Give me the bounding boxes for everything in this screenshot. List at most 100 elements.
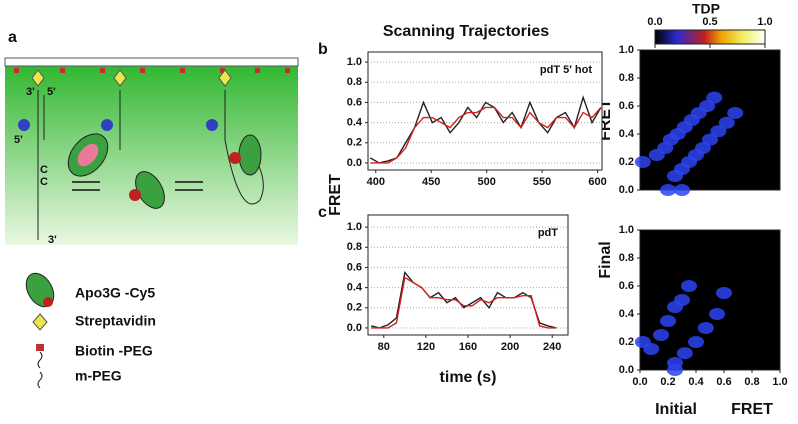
x-tick-label: 600 xyxy=(588,176,606,188)
x-tick-label: 120 xyxy=(417,341,435,353)
strand-label: 5' xyxy=(47,86,56,98)
y-tick-label: 1.0 xyxy=(347,56,362,68)
colorbar-tick-label: 0.0 xyxy=(647,16,662,28)
streptavidin xyxy=(31,69,45,87)
x-tick-label: 0.0 xyxy=(632,376,647,388)
x-tick-label: 0.6 xyxy=(716,376,731,388)
density-blob xyxy=(667,364,683,376)
legend-peg xyxy=(37,351,43,389)
y-tick-label: 0.8 xyxy=(347,241,362,253)
strand-label: C xyxy=(40,176,48,188)
equilibrium-arrows xyxy=(72,181,203,191)
legend-label: m-PEG xyxy=(75,368,122,384)
density-blob xyxy=(681,280,697,292)
x-tick-label: 0.8 xyxy=(744,376,759,388)
x-axis-label: time (s) xyxy=(440,369,497,386)
streptavidin xyxy=(218,69,232,87)
tdp-plot xyxy=(639,49,781,191)
density-blob xyxy=(674,294,690,306)
y-tick-label: 0.6 xyxy=(347,96,362,108)
panel-label: b xyxy=(318,41,328,58)
y-tick-label: 0.6 xyxy=(619,100,634,112)
trace xyxy=(369,95,602,164)
tdp-title: TDP xyxy=(692,1,720,17)
x-axis-label: Initial xyxy=(655,401,697,418)
trace xyxy=(370,106,602,164)
streptavidin xyxy=(113,69,127,87)
x-tick-label: 500 xyxy=(477,176,495,188)
panel-label: a xyxy=(8,29,17,46)
plot-frame xyxy=(367,214,569,336)
colorbar-tick-label: 1.0 xyxy=(757,16,772,28)
legend-cy5 xyxy=(43,297,53,307)
density-blob xyxy=(660,315,676,327)
cy5 xyxy=(129,189,141,201)
x-axis-label: FRET xyxy=(731,401,773,418)
plot-frame xyxy=(367,51,603,171)
density-blob xyxy=(697,322,714,334)
y-tick-label: 0.0 xyxy=(619,364,634,376)
y-tick-label: 0.2 xyxy=(619,336,634,348)
x-tick-label: 200 xyxy=(501,341,519,353)
colorbar xyxy=(654,29,766,45)
dye xyxy=(18,119,30,131)
x-tick-label: 80 xyxy=(378,341,390,353)
dye xyxy=(206,119,218,131)
annotation: pdT 5' hot xyxy=(540,64,592,76)
density-blob xyxy=(716,287,732,299)
trace xyxy=(371,276,557,329)
x-tick-label: 160 xyxy=(459,341,477,353)
annotation: pdT xyxy=(538,227,558,239)
legend-label: Apo3G -Cy5 xyxy=(75,285,155,301)
legend-apo3g xyxy=(25,272,55,308)
apo3g xyxy=(238,134,262,176)
y-tick-label: 0.6 xyxy=(347,261,362,273)
colorbar-tick-label: 0.5 xyxy=(702,16,717,28)
x-tick-label: 450 xyxy=(422,176,440,188)
density-blob xyxy=(709,308,725,320)
y-tick-label: 1.0 xyxy=(619,44,634,56)
y-tick-label: 0.8 xyxy=(347,76,362,88)
density-blob xyxy=(634,336,651,348)
legend-label: Biotin -PEG xyxy=(75,343,153,359)
legend-streptavidin xyxy=(32,313,48,331)
y-tick-label: 0.8 xyxy=(619,72,634,84)
trace xyxy=(370,270,557,329)
y-axis-label: FRET xyxy=(327,174,344,216)
tdp-plot xyxy=(639,229,781,371)
x-tick-label: 550 xyxy=(533,176,551,188)
dye xyxy=(101,119,113,131)
dna xyxy=(37,90,264,240)
x-tick-label: 240 xyxy=(543,341,561,353)
strand-label: C xyxy=(40,164,48,176)
apo3g-core xyxy=(77,143,99,167)
biotin-markers xyxy=(14,68,290,73)
density-blob xyxy=(718,116,735,129)
y-tick-label: 0.2 xyxy=(347,137,362,149)
y-tick-label: 0.6 xyxy=(619,280,634,292)
legend-biotin xyxy=(36,344,44,351)
slide xyxy=(4,57,299,67)
density-blob xyxy=(660,184,676,196)
y-tick-label: 1.0 xyxy=(619,224,634,236)
strand-label: 5' xyxy=(14,134,23,146)
density-blob xyxy=(674,184,690,196)
y-tick-label: 0.0 xyxy=(347,157,362,169)
density-blob xyxy=(688,336,704,348)
x-tick-label: 1.0 xyxy=(772,376,787,388)
y-tick-label: 0.2 xyxy=(347,302,362,314)
density-blob xyxy=(706,91,723,104)
x-tick-label: 400 xyxy=(367,176,385,188)
y-tick-label: 0.0 xyxy=(619,184,634,196)
density-blob xyxy=(676,347,693,360)
strand-label: 3' xyxy=(48,234,57,246)
y-tick-label: 0.4 xyxy=(347,117,363,129)
x-tick-label: 0.4 xyxy=(688,376,704,388)
y-tick-label: 0.4 xyxy=(619,128,635,140)
y-tick-label: 0.4 xyxy=(347,282,363,294)
density-blob xyxy=(702,133,718,146)
y-tick-label: 1.0 xyxy=(347,221,362,233)
density-blob xyxy=(634,156,651,168)
x-tick-label: 0.2 xyxy=(660,376,675,388)
